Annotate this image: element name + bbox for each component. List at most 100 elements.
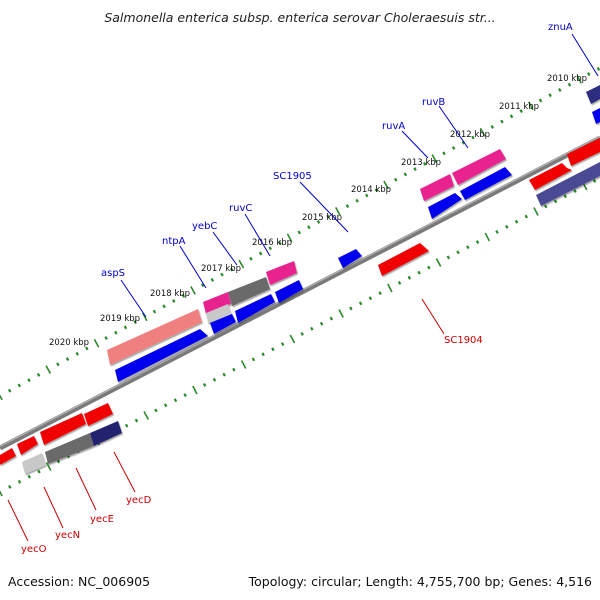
gene-label-ruvB[interactable]: ruvB xyxy=(422,97,445,108)
minor-tick xyxy=(567,82,572,87)
minor-tick xyxy=(446,255,451,260)
major-tick xyxy=(383,180,389,190)
feature-red[interactable] xyxy=(40,413,86,445)
major-tick xyxy=(93,338,100,348)
minor-tick xyxy=(500,119,504,124)
minor-tick xyxy=(422,161,427,166)
minor-tick xyxy=(329,316,334,321)
feature-red[interactable] xyxy=(17,436,38,455)
minor-tick xyxy=(471,135,475,140)
minor-tick xyxy=(490,124,494,129)
minor-tick xyxy=(133,320,137,325)
major-tick xyxy=(576,75,583,84)
feature-red[interactable] xyxy=(0,448,16,465)
feature-red-SC1904[interactable] xyxy=(378,243,429,276)
gene-labels-bottom: SC1904 yecD yecE yecN yecO xyxy=(21,335,483,555)
feature-blue[interactable] xyxy=(460,167,512,200)
feature-blue-SC1905[interactable] xyxy=(338,249,362,268)
gene-label-aspS[interactable]: aspS xyxy=(101,268,125,279)
minor-tick xyxy=(27,378,31,383)
minor-tick xyxy=(587,72,591,77)
minor-tick xyxy=(36,372,41,377)
minor-tick xyxy=(278,241,282,245)
feature-red[interactable] xyxy=(529,163,572,190)
minor-tick xyxy=(251,357,256,362)
topology-summary: Topology: circular; Length: 4,755,700 bp… xyxy=(248,574,592,589)
minor-tick xyxy=(349,306,353,311)
kbp-label: 2013 kbp xyxy=(401,158,441,168)
minor-tick xyxy=(220,272,224,277)
feature-navy[interactable] xyxy=(90,421,122,446)
minor-tick xyxy=(300,331,304,336)
minor-tick xyxy=(280,342,285,347)
feature-pink-ruvA[interactable] xyxy=(420,174,454,201)
minor-tick xyxy=(85,346,89,351)
feature-blue[interactable] xyxy=(428,193,462,219)
major-tick xyxy=(0,490,3,497)
gene-label-yebC[interactable]: yebC xyxy=(192,221,217,232)
feature-blue[interactable] xyxy=(210,314,236,334)
feature-blue[interactable] xyxy=(592,108,600,124)
leader-lines-bottom xyxy=(7,298,445,542)
feature-pink-ruvC[interactable] xyxy=(266,261,297,285)
minor-tick xyxy=(358,301,363,306)
feature-navy[interactable] xyxy=(536,162,600,206)
kbp-labels: 2010 kbp 2011 kbp 2012 kbp 2013 kbp 2014… xyxy=(49,74,587,348)
kbp-label: 2014 kbp xyxy=(351,185,391,195)
gene-label-SC1905[interactable]: SC1905 xyxy=(273,171,312,182)
gene-label-yecD[interactable]: yecD xyxy=(126,495,152,506)
kbp-label: 2017 kbp xyxy=(201,264,241,274)
feature-gray-light[interactable] xyxy=(206,304,231,323)
feature-gray-yebC[interactable] xyxy=(228,277,270,306)
feature-blue[interactable] xyxy=(115,329,208,382)
gene-label-SC1904[interactable]: SC1904 xyxy=(444,335,483,346)
gene-label-ruvC[interactable]: ruvC xyxy=(229,203,252,214)
major-tick xyxy=(289,334,296,344)
feature-gray-light[interactable] xyxy=(22,453,46,474)
minor-tick xyxy=(229,267,234,272)
minor-tick xyxy=(222,372,226,377)
minor-tick xyxy=(152,309,157,314)
feature-navy[interactable] xyxy=(586,85,600,104)
feature-red[interactable] xyxy=(84,403,113,426)
major-tick xyxy=(387,283,393,293)
gene-label-yecN[interactable]: yecN xyxy=(55,530,80,541)
feature-salmon-aspS[interactable] xyxy=(107,309,202,365)
minor-tick xyxy=(17,383,22,388)
feature-pink-ntpA[interactable] xyxy=(203,292,231,314)
feature-blue[interactable] xyxy=(275,280,303,303)
gene-label-yecO[interactable]: yecO xyxy=(21,544,47,555)
gene-label-ntpA[interactable]: ntpA xyxy=(162,236,186,247)
minor-tick xyxy=(249,256,253,261)
minor-tick xyxy=(154,408,158,413)
feature-layer xyxy=(0,85,600,474)
feature-red[interactable] xyxy=(567,138,600,166)
feature-pink-ruvB[interactable] xyxy=(452,149,506,185)
minor-tick xyxy=(212,377,217,382)
minor-tick xyxy=(553,199,558,204)
accession-label: Accession: NC_006905 xyxy=(8,574,150,589)
minor-tick xyxy=(505,224,509,229)
minor-tick xyxy=(125,423,129,428)
minor-tick xyxy=(268,246,272,251)
feature-blue[interactable] xyxy=(235,294,275,323)
minor-tick xyxy=(181,293,186,298)
major-tick xyxy=(479,127,486,137)
kbp-label: 2011 kbp xyxy=(499,102,539,112)
minor-tick xyxy=(75,351,79,356)
minor-tick xyxy=(456,250,460,255)
major-tick xyxy=(143,411,150,420)
gene-label-ruvA[interactable]: ruvA xyxy=(382,121,405,132)
feature-gray[interactable] xyxy=(45,433,94,464)
minor-tick xyxy=(475,240,480,245)
major-tick xyxy=(435,258,442,267)
major-tick xyxy=(240,360,247,369)
gene-label-yecE[interactable]: yecE xyxy=(90,514,114,525)
minor-tick xyxy=(261,352,265,357)
minor-tick xyxy=(466,245,470,250)
major-tick xyxy=(334,207,341,216)
backbone-line xyxy=(0,135,600,451)
major-tick xyxy=(527,101,534,111)
major-tick xyxy=(431,154,438,163)
gene-label-znuA[interactable]: znuA xyxy=(548,22,573,33)
